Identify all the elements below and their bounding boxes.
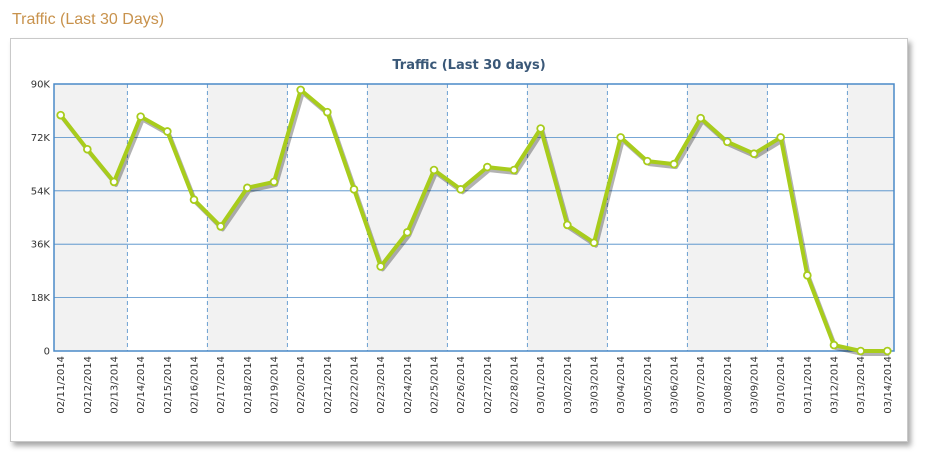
- x-tick-label: 03/05/2014: [643, 356, 654, 414]
- y-tick-label: 72K: [31, 133, 51, 144]
- y-tick-label: 54K: [31, 186, 51, 197]
- data-point: [269, 177, 279, 187]
- data-point: [296, 85, 305, 95]
- x-tick-label: 02/11/2014: [56, 356, 67, 414]
- x-tick-label: 03/02/2014: [563, 356, 574, 414]
- data-point: [163, 127, 172, 136]
- data-point: [563, 220, 572, 230]
- x-tick-label: 02/15/2014: [163, 356, 174, 414]
- chart-panel: Traffic (Last 30 days) 0 18K 36K 54K 72K 90K …: [10, 38, 908, 442]
- plot-band: [847, 84, 894, 351]
- x-tick-label: 02/25/2014: [430, 356, 441, 414]
- x-tick-label: 02/26/2014: [456, 356, 467, 414]
- data-point: [403, 228, 412, 237]
- data-point: [429, 165, 439, 175]
- data-point: [56, 110, 65, 120]
- x-tick-label: 02/18/2014: [243, 356, 254, 414]
- x-tick-label: 03/06/2014: [670, 356, 681, 414]
- x-tick-label: 02/21/2014: [323, 356, 334, 414]
- data-point: [669, 159, 679, 169]
- data-point: [803, 271, 812, 280]
- x-tick-label: 02/16/2014: [190, 356, 201, 414]
- data-point: [509, 165, 519, 175]
- data-point: [749, 149, 759, 159]
- x-tick-label: 02/19/2014: [270, 356, 281, 414]
- x-tick-label: 03/13/2014: [856, 356, 867, 414]
- x-tick-label: 03/01/2014: [536, 356, 547, 414]
- plot-band: [687, 84, 768, 351]
- x-tick-label: 02/22/2014: [350, 356, 361, 414]
- x-tick-label: 03/07/2014: [696, 356, 707, 414]
- data-point: [83, 144, 92, 154]
- data-point: [643, 156, 652, 166]
- x-tick-label: 02/12/2014: [83, 356, 94, 414]
- data-point: [189, 195, 199, 205]
- data-point: [216, 222, 225, 231]
- x-tick-label: 02/27/2014: [483, 356, 494, 414]
- data-point: [536, 124, 545, 133]
- x-tick-label: 03/08/2014: [723, 356, 734, 414]
- data-point: [856, 346, 865, 356]
- x-tick-label: 02/24/2014: [403, 356, 414, 414]
- plot-band: [207, 84, 288, 351]
- page-title: Traffic (Last 30 Days): [12, 11, 165, 28]
- chart-title: Traffic (Last 30 days): [392, 58, 545, 73]
- plot-frame: [53, 83, 895, 352]
- y-tick-label: 90K: [31, 80, 51, 91]
- x-tick-label: 03/03/2014: [590, 356, 601, 414]
- data-point: [776, 133, 785, 142]
- data-point: [483, 162, 492, 172]
- traffic-line-chart: Traffic (Last 30 days) 018K36K54K72K90K …: [31, 58, 895, 414]
- x-tick-label: 02/13/2014: [110, 356, 121, 414]
- data-point: [323, 107, 332, 117]
- x-tick-label: 02/20/2014: [296, 356, 307, 414]
- data-point: [136, 112, 145, 121]
- x-tick-label: 03/09/2014: [750, 356, 761, 414]
- x-tick-label: 03/12/2014: [830, 356, 841, 414]
- data-point: [829, 340, 839, 350]
- series-line: [59, 87, 888, 353]
- x-tick-label: 02/23/2014: [376, 356, 387, 414]
- x-tick-label: 03/11/2014: [803, 356, 814, 414]
- data-point: [696, 113, 705, 123]
- data-point: [723, 137, 732, 147]
- plot-band: [367, 84, 448, 351]
- data-point: [616, 133, 625, 142]
- data-point: [109, 177, 119, 187]
- y-tick-label: 36K: [31, 240, 51, 251]
- y-tick-label: 0: [44, 347, 50, 358]
- data-point: [883, 346, 892, 356]
- plot-band: [54, 84, 128, 351]
- x-tick-label: 02/28/2014: [510, 356, 521, 414]
- data-point: [376, 262, 385, 271]
- data-point: [349, 185, 359, 194]
- x-tick-label: 02/17/2014: [216, 356, 227, 414]
- x-tick-label: 02/14/2014: [136, 356, 147, 414]
- data-point: [456, 185, 465, 194]
- x-tick-label: 03/04/2014: [616, 356, 627, 414]
- y-tick-label: 18K: [31, 293, 51, 304]
- data-point: [243, 183, 252, 193]
- x-tick-label: 03/10/2014: [776, 356, 787, 414]
- data-point: [589, 238, 599, 248]
- x-tick-label: 03/14/2014: [883, 356, 894, 414]
